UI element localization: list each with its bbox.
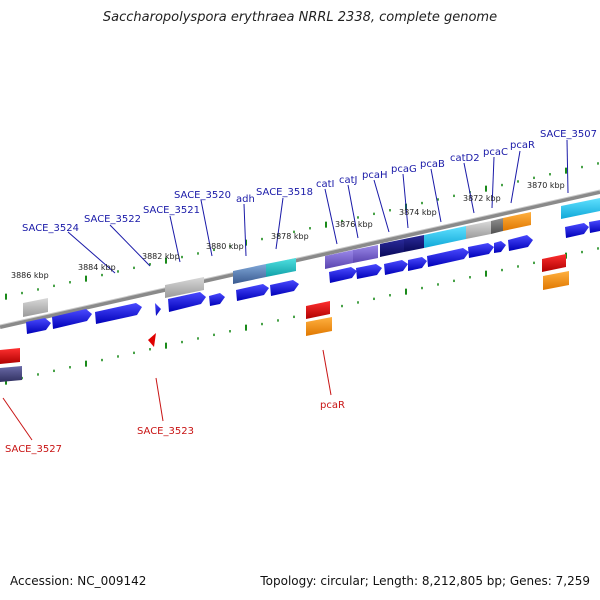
cds-arrow[interactable] xyxy=(236,284,269,301)
feature-block[interactable] xyxy=(325,250,353,269)
feature-block[interactable] xyxy=(266,258,296,277)
gene-label[interactable]: pcaR xyxy=(510,140,535,151)
cds-arrow[interactable] xyxy=(508,235,533,251)
gene-label[interactable]: SACE_3507 xyxy=(540,129,597,140)
gene-label[interactable]: SACE_3527 xyxy=(5,444,62,455)
cds-arrow[interactable] xyxy=(384,260,408,275)
gene-label[interactable]: SACE_3522 xyxy=(84,214,141,225)
forward-feature-track xyxy=(23,198,600,317)
cds-arrow[interactable] xyxy=(329,267,357,283)
tick-track-upper xyxy=(5,162,599,300)
feature-block[interactable] xyxy=(466,221,491,239)
feature-block[interactable] xyxy=(561,198,600,219)
feature-block[interactable] xyxy=(491,218,503,234)
cds-arrow[interactable] xyxy=(52,309,92,329)
gene-label[interactable]: pcaC xyxy=(483,147,508,158)
feature-block[interactable] xyxy=(306,301,330,319)
kbp-label: 3884 kbp xyxy=(78,263,116,272)
cds-arrow[interactable] xyxy=(95,303,142,324)
kbp-label: 3874 kbp xyxy=(399,208,437,217)
kbp-label-group: 3886 kbp 3884 kbp 3882 kbp 3880 kbp 3878… xyxy=(11,181,565,280)
reverse-feature-track xyxy=(0,254,569,382)
feature-block[interactable] xyxy=(165,277,204,298)
kbp-label: 3870 kbp xyxy=(527,181,565,190)
leader-lines xyxy=(2,139,569,441)
cds-arrow[interactable] xyxy=(168,292,206,312)
cds-arrow[interactable] xyxy=(155,303,161,316)
gene-label[interactable]: SACE_3523 xyxy=(137,426,194,437)
feature-block[interactable] xyxy=(542,254,566,272)
kbp-label: 3880 kbp xyxy=(206,242,244,251)
kbp-label: 3878 kbp xyxy=(271,232,309,241)
gene-label[interactable]: SACE_3520 xyxy=(174,190,231,201)
feature-block[interactable] xyxy=(353,245,378,263)
feature-block[interactable] xyxy=(404,235,424,252)
backbone-highlight xyxy=(0,189,600,326)
feature-block[interactable] xyxy=(0,366,22,382)
gene-label[interactable]: pcaH xyxy=(362,170,388,181)
forward-cds-track xyxy=(26,220,600,334)
cds-arrow[interactable] xyxy=(26,318,51,334)
accession-text: Accession: NC_009142 xyxy=(10,574,147,588)
feature-block[interactable] xyxy=(424,226,466,248)
reverse-gene-labels: SACE_3527 SACE_3523 pcaR xyxy=(5,400,345,455)
feature-block[interactable] xyxy=(380,239,404,257)
gene-label[interactable]: adh xyxy=(236,194,255,205)
kbp-label: 3886 kbp xyxy=(11,271,49,280)
reverse-cds-arrow[interactable] xyxy=(148,333,156,347)
forward-gene-labels: SACE_3524 SACE_3522 SACE_3521 SACE_3520 … xyxy=(22,129,597,234)
gene-label[interactable]: pcaG xyxy=(391,164,417,175)
gene-label[interactable]: catJ xyxy=(339,175,358,186)
cds-arrow[interactable] xyxy=(565,223,589,238)
gene-label[interactable]: catI xyxy=(316,179,335,190)
map-title: Saccharopolyspora erythraea NRRL 2338, c… xyxy=(102,10,498,25)
gene-label[interactable]: SACE_3518 xyxy=(256,187,313,198)
gene-label[interactable]: catD2 xyxy=(450,153,480,164)
gene-label[interactable]: pcaR xyxy=(320,400,345,411)
feature-block[interactable] xyxy=(543,271,569,290)
cds-arrow[interactable] xyxy=(356,264,382,279)
gene-label[interactable]: SACE_3521 xyxy=(143,205,200,216)
kbp-label: 3882 kbp xyxy=(142,252,180,261)
kbp-label: 3872 kbp xyxy=(463,194,501,203)
cds-arrow[interactable] xyxy=(589,220,600,233)
backbone-line xyxy=(0,190,600,329)
topology-text: Topology: circular; Length: 8,212,805 bp… xyxy=(260,574,590,588)
cds-arrow[interactable] xyxy=(494,241,506,253)
kbp-label: 3876 kbp xyxy=(335,220,373,229)
cds-arrow[interactable] xyxy=(427,248,469,267)
feature-block[interactable] xyxy=(503,212,531,231)
gene-label[interactable]: pcaB xyxy=(420,159,445,170)
cds-arrow[interactable] xyxy=(468,243,494,258)
cds-arrow[interactable] xyxy=(209,293,225,306)
cds-arrow[interactable] xyxy=(408,257,427,271)
feature-block[interactable] xyxy=(306,317,332,336)
feature-block[interactable] xyxy=(0,348,20,364)
feature-block[interactable] xyxy=(233,264,266,284)
cds-arrow[interactable] xyxy=(270,280,299,296)
gene-label[interactable]: SACE_3524 xyxy=(22,223,79,234)
feature-block[interactable] xyxy=(23,298,48,317)
